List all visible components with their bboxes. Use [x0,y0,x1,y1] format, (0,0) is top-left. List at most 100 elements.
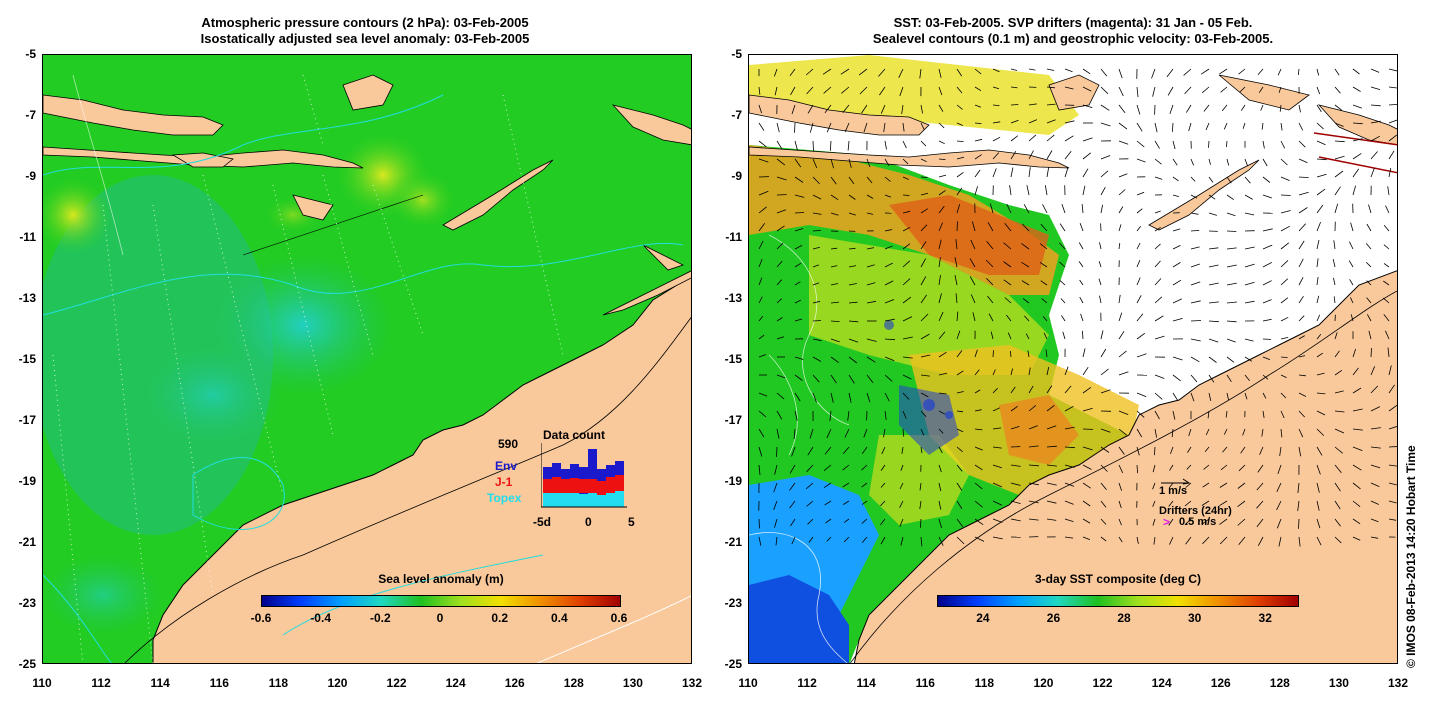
velocity-arrow [812,392,817,403]
velocity-arrow [1277,68,1282,76]
velocity-arrow [823,464,832,472]
velocity-arrow [1118,242,1121,250]
velocity-arrow [899,86,904,97]
velocity-arrow [956,104,963,110]
velocity-arrow [884,140,887,150]
velocity-arrow [774,86,778,96]
velocity-arrow [1003,279,1012,286]
colorbar-tick-label: -0.2 [369,611,391,625]
x-tick-label: 120 [327,676,348,690]
velocity-arrow [938,140,945,145]
velocity-arrow [866,158,871,168]
velocity-arrow [1064,150,1072,160]
velocity-arrow [1370,427,1381,430]
velocity-arrow [1172,176,1179,182]
right-map[interactable]: 1 m/s Drifters (24hr) > 0.5 m/s 3-day SS… [748,54,1398,664]
velocity-arrow [791,446,796,457]
velocity-arrow [920,258,927,268]
velocity-arrow [1257,68,1264,76]
velocity-arrow [1169,536,1174,545]
velocity-arrow [1279,104,1282,112]
velocity-arrow [830,194,839,201]
velocity-arrow [758,410,767,418]
velocity-arrow [848,338,859,343]
velocity-arrow [1298,315,1305,322]
velocity-arrow [1046,482,1057,486]
velocity-arrow [1021,280,1030,286]
velocity-arrow [1118,428,1127,436]
velocity-arrow [938,410,946,415]
colorbar-tick-label: 0.2 [491,611,508,625]
velocity-arrow [938,446,943,454]
velocity-arrow [1172,279,1182,286]
velocity-arrow [1208,264,1219,268]
velocity-arrow [848,301,858,304]
velocity-arrow [1154,176,1163,180]
velocity-arrow [1334,155,1345,160]
velocity-arrow [1040,280,1048,286]
velocity-arrow [1226,392,1229,401]
velocity-arrow [1010,167,1014,178]
velocity-arrow [1370,446,1381,449]
velocity-arrow [974,482,983,490]
velocity-arrow [880,104,886,114]
velocity-arrow [1352,153,1362,160]
velocity-arrow [829,140,832,151]
right-title-line2: Sealevel contours (0.1 m) and geostrophi… [872,31,1274,46]
velocity-arrow [884,356,895,362]
velocity-arrow [1244,300,1255,304]
velocity-arrow [1220,86,1228,93]
velocity-arrow [1388,518,1397,521]
velocity-arrow [938,86,943,96]
velocity-arrow [1118,224,1122,232]
x-tick-label: 130 [1328,676,1349,690]
velocity-arrow [848,194,856,200]
y-tick-label: -23 [18,596,36,610]
velocity-arrow [758,190,769,196]
velocity-arrow [1028,103,1037,106]
velocity-arrow [1238,464,1246,472]
velocity-arrow [956,187,963,196]
velocity-arrow [974,428,983,431]
velocity-arrow [1208,140,1210,148]
velocity-arrow [1298,428,1304,438]
velocity-arrow [969,276,976,286]
velocity-arrow [1064,405,1074,412]
velocity-arrow [812,320,822,322]
x-tick-label: 120 [1033,676,1054,690]
velocity-arrow [1208,282,1219,286]
velocity-arrow [1082,348,1086,358]
velocity-arrow [1242,122,1246,129]
velocity-arrow [1172,410,1176,420]
velocity-arrow [842,482,850,488]
velocity-arrow [758,240,764,250]
velocity-arrow [1383,225,1390,232]
right-map-graphic [749,55,1397,663]
velocity-arrow [938,222,943,232]
velocity-arrow [1100,122,1111,127]
velocity-arrow [1006,203,1012,214]
velocity-arrow [1059,280,1066,286]
velocity-arrow [823,86,832,94]
velocity-arrow [794,212,805,214]
velocity-arrow [1046,119,1056,124]
velocity-arrow [920,276,927,286]
left-map[interactable]: 590 Data count Env J-1 Topex -5d 0 5 Sea… [42,54,692,664]
velocity-arrow [1190,158,1194,166]
velocity-arrow [848,176,855,185]
velocity-arrow [758,392,768,397]
velocity-arrow [1064,86,1074,90]
velocity-arrow [1059,242,1066,250]
velocity-arrow [1280,210,1291,214]
velocity-arrow [758,354,767,358]
velocity-arrow [1256,500,1264,509]
velocity-arrow [1118,330,1125,340]
velocity-arrow [1061,203,1066,214]
velocity-arrow [1118,68,1123,79]
velocity-arrow [1100,518,1107,525]
velocity-arrow [1298,392,1307,397]
velocity-arrow [1257,536,1264,546]
velocity-arrow [807,518,814,525]
velocity-arrow [1298,355,1306,358]
velocity-arrow [883,428,886,438]
